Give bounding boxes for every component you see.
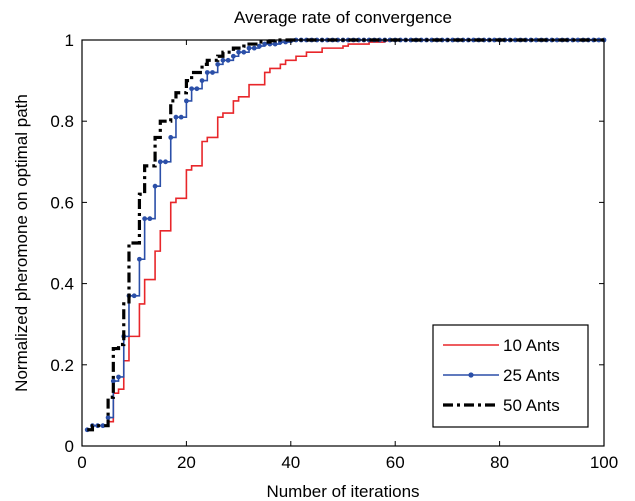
series-2-point bbox=[257, 43, 262, 49]
series-2-point bbox=[105, 415, 111, 420]
axes-layer: 0 20 40 60 80 100 0 0.2 0.4 0.6 0.8 1 bbox=[50, 31, 618, 472]
series-2-point bbox=[168, 135, 174, 140]
x-tick-label: 60 bbox=[386, 453, 405, 472]
series-line-3 bbox=[87, 38, 604, 432]
x-axis-title: Number of iterations bbox=[266, 482, 419, 501]
legend-box bbox=[432, 324, 589, 428]
series-2-point bbox=[194, 86, 200, 92]
series-2-point bbox=[225, 57, 231, 63]
series-2-point bbox=[178, 114, 184, 120]
series-2-point bbox=[272, 41, 278, 47]
y-tick-label: 1 bbox=[65, 31, 74, 50]
y-tick-label: 0.6 bbox=[50, 193, 74, 212]
legend-marker bbox=[468, 372, 474, 378]
series-2-point bbox=[137, 256, 142, 262]
y-tick-label: 0.2 bbox=[50, 356, 74, 375]
series-2-point bbox=[241, 49, 247, 55]
axes-frame bbox=[81, 39, 605, 447]
x-tick-label: 20 bbox=[177, 453, 196, 472]
series-2-point bbox=[251, 45, 257, 51]
legend: 10 Ants 25 Ants 50 Ants bbox=[432, 324, 589, 428]
legend-label-3: 50 Ants bbox=[503, 396, 560, 415]
series-2-point bbox=[100, 423, 106, 429]
series-2-point bbox=[110, 378, 116, 384]
x-tick-label: 40 bbox=[281, 453, 300, 472]
series-2-point bbox=[262, 41, 268, 47]
series-2-point bbox=[152, 183, 158, 189]
x-tick-label: 0 bbox=[77, 453, 86, 472]
series-2-point bbox=[163, 159, 168, 165]
series-2-point bbox=[173, 114, 179, 120]
series-2-point bbox=[230, 53, 236, 59]
series-2-point bbox=[220, 57, 226, 63]
series-2-point bbox=[236, 49, 242, 55]
series-2-point bbox=[147, 216, 153, 222]
series-2-point bbox=[246, 45, 252, 51]
legend-label-1: 10 Ants bbox=[503, 336, 560, 355]
series-2-point bbox=[142, 216, 148, 222]
series-2-point bbox=[215, 61, 221, 67]
series-2-point bbox=[116, 374, 121, 380]
x-tick-label: 80 bbox=[490, 453, 509, 472]
series-2-point bbox=[131, 293, 137, 299]
chart-title: Average rate of convergence bbox=[234, 8, 452, 27]
y-tick-label: 0.8 bbox=[50, 112, 74, 131]
y-tick-label: 0.4 bbox=[50, 275, 74, 294]
series-2-point bbox=[204, 70, 210, 75]
y-axis-title: Normalized pheromone on optimal path bbox=[12, 94, 31, 392]
series-2-point bbox=[157, 159, 163, 165]
x-tick-label: 100 bbox=[590, 453, 618, 472]
series-2-point bbox=[189, 86, 195, 92]
legend-label-2: 25 Ants bbox=[503, 366, 560, 385]
series-2-point bbox=[184, 98, 189, 104]
series-2-point bbox=[199, 78, 205, 83]
series-2-point bbox=[210, 70, 215, 75]
y-tick-label: 0 bbox=[65, 437, 74, 456]
